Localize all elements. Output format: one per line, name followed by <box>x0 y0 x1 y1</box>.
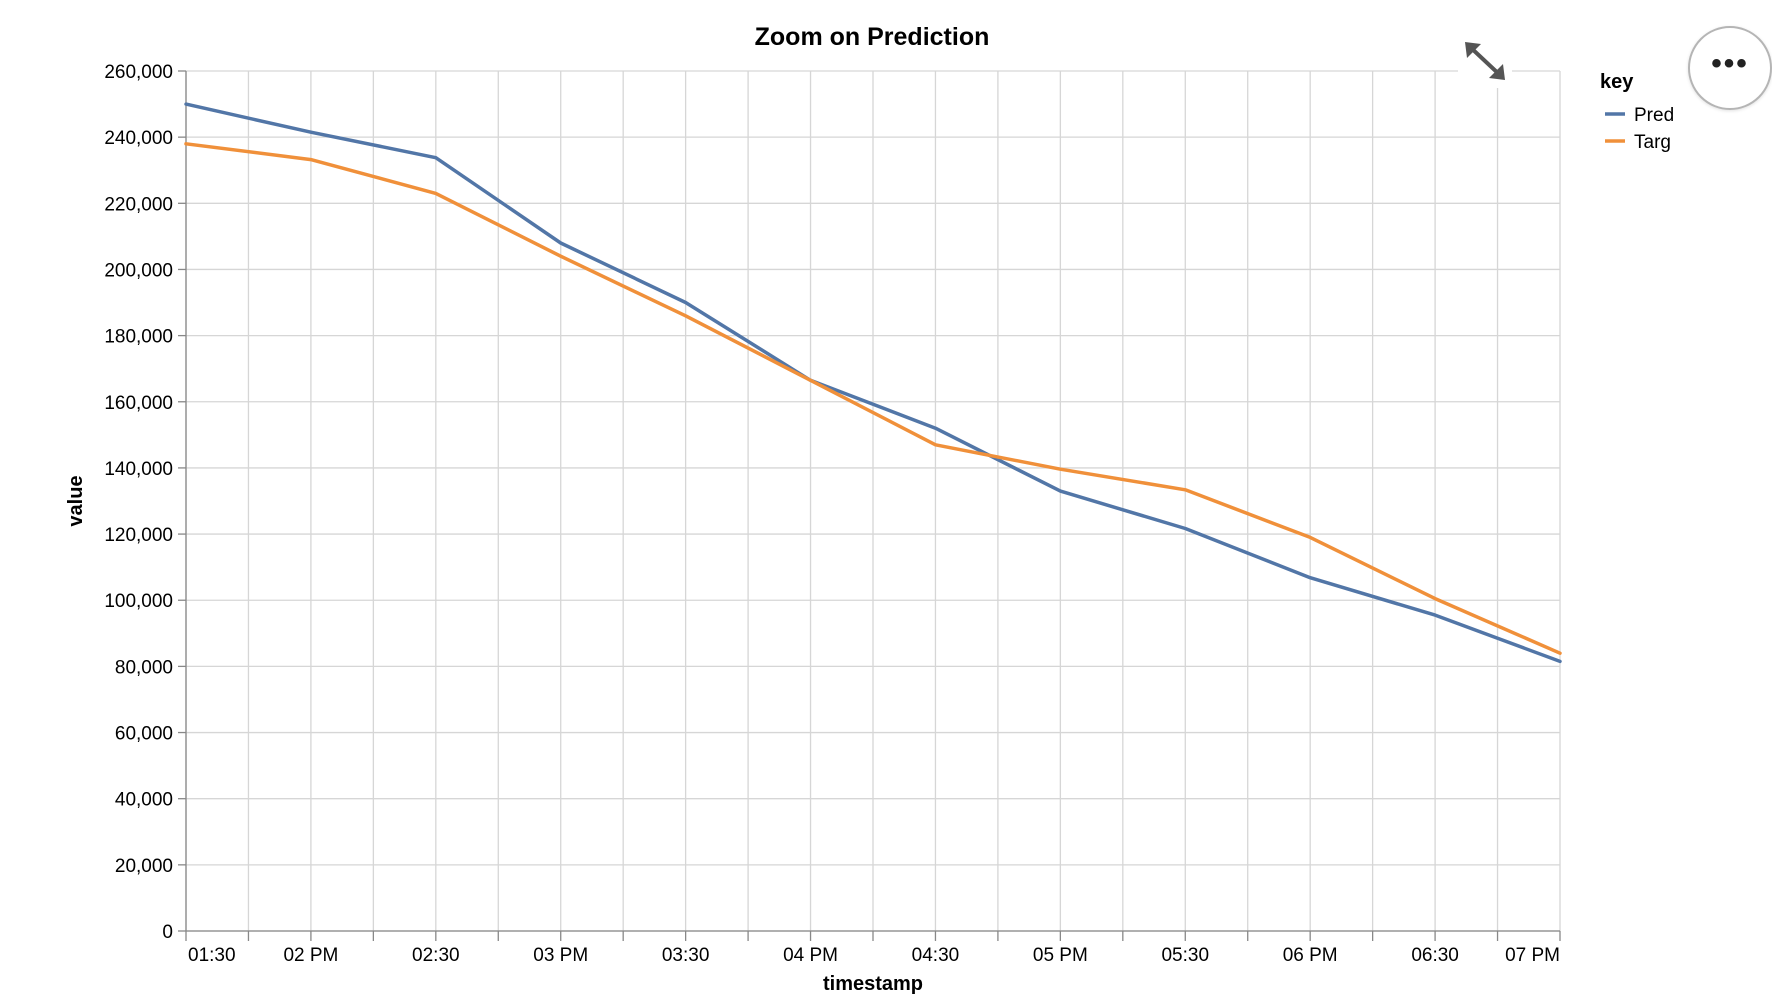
y-tick-label: 100,000 <box>104 591 173 612</box>
expand-button[interactable] <box>1458 36 1512 88</box>
x-tick-label: 06:30 <box>1411 945 1459 966</box>
y-tick-label: 80,000 <box>115 657 173 678</box>
y-tick-label: 60,000 <box>115 724 173 745</box>
chart-title: Zoom on Prediction <box>755 23 990 51</box>
more-options-button[interactable]: ••• <box>1688 26 1772 110</box>
y-tick-label: 40,000 <box>115 790 173 811</box>
x-tick-label: 03 PM <box>533 945 588 966</box>
x-tick-label: 02:30 <box>412 945 460 966</box>
y-tick-label: 160,000 <box>104 393 173 414</box>
y-tick-label: 20,000 <box>115 856 173 877</box>
more-options-icon: ••• <box>1711 47 1749 80</box>
legend-title: key <box>1600 71 1634 93</box>
x-tick-label: 06 PM <box>1283 945 1338 966</box>
x-tick-label: 04 PM <box>783 945 838 966</box>
x-axis-ticks: 01:30 02 PM 02:30 03 PM 03:30 04 PM 04:30 05 PM… <box>185 931 1561 966</box>
series-line-pred <box>184 102 1562 664</box>
y-tick-label: 0 <box>162 922 173 943</box>
grid <box>185 70 1561 932</box>
y-tick-label: 260,000 <box>104 62 173 83</box>
x-tick-label: 01:30 <box>188 945 236 966</box>
y-tick-label: 200,000 <box>104 260 173 281</box>
expand-arrows-icon <box>1465 42 1505 80</box>
x-tick-label: 03:30 <box>662 945 710 966</box>
x-tick-label: 05:30 <box>1161 945 1209 966</box>
series <box>184 102 1562 664</box>
x-tick-label: 02 PM <box>283 945 338 966</box>
y-axis-ticks: 0 20,000 40,000 60,000 80,000 100,000 120,000 1… <box>104 62 186 943</box>
legend-label-targ: Targ <box>1634 132 1671 153</box>
y-tick-label: 140,000 <box>104 459 173 480</box>
y-tick-label: 180,000 <box>104 327 173 348</box>
series-line-targ <box>184 142 1562 655</box>
x-axis-title: timestamp <box>823 973 923 995</box>
y-axis-title: value <box>65 475 87 526</box>
y-tick-label: 240,000 <box>104 128 173 149</box>
x-tick-label: 04:30 <box>912 945 960 966</box>
legend: key Pred Targ <box>1600 71 1674 153</box>
y-tick-label: 220,000 <box>104 194 173 215</box>
legend-label-pred: Pred <box>1634 105 1674 126</box>
x-tick-label: 05 PM <box>1033 945 1088 966</box>
x-tick-label: 07 PM <box>1505 945 1560 966</box>
y-tick-label: 120,000 <box>104 525 173 546</box>
